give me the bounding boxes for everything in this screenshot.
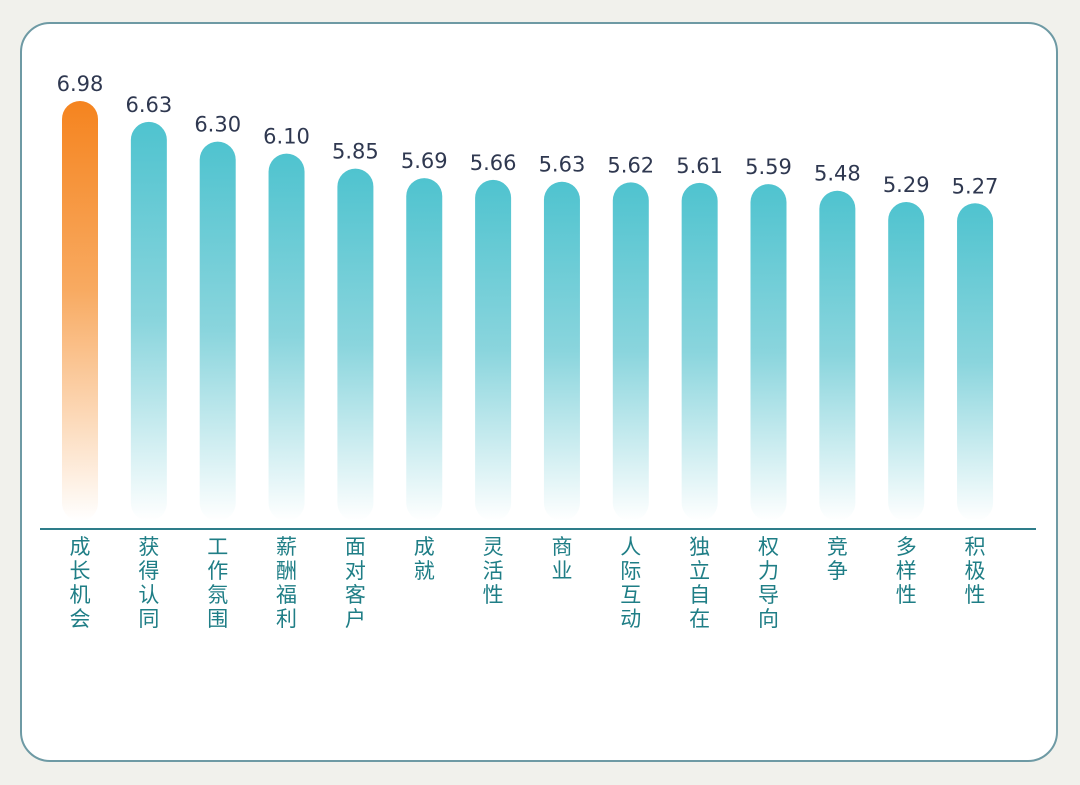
value-label-13: 5.29 <box>883 173 930 197</box>
bar-8 <box>543 181 580 522</box>
category-label-13: 多样性 <box>896 535 917 607</box>
category-label-11: 权力导向 <box>758 535 779 631</box>
category-label-10: 独立自在 <box>689 535 710 631</box>
bar-13 <box>888 202 925 521</box>
category-label-6: 成就 <box>414 535 435 583</box>
category-label-12: 竞争 <box>827 535 848 583</box>
category-label-7: 灵活性 <box>483 535 504 607</box>
category-label-3: 工作氛围 <box>207 535 228 631</box>
category-label-5: 面对客户 <box>345 535 366 631</box>
value-label-3: 6.30 <box>194 113 241 137</box>
value-label-8: 5.63 <box>539 153 586 177</box>
value-label-6: 5.69 <box>401 149 448 173</box>
category-label-14: 积极性 <box>965 535 986 607</box>
bar-4 <box>268 153 305 521</box>
bar-9 <box>612 182 649 521</box>
bar-3 <box>199 141 236 521</box>
bar-chart: 6.98 成长机会 6.63 获得认同 6.30 工作氛围 6.10 薪酬福利 5.85 面对客户… <box>40 72 1036 631</box>
bar-2 <box>130 121 167 522</box>
bar-1 <box>62 101 98 521</box>
bar-10 <box>681 182 718 521</box>
value-label-5: 5.85 <box>332 140 379 164</box>
bar-7 <box>475 179 512 521</box>
bar-12 <box>819 190 856 521</box>
bar-5 <box>337 168 374 521</box>
bar-14 <box>957 203 994 521</box>
value-label-7: 5.66 <box>470 151 517 175</box>
value-label-14: 5.27 <box>952 174 999 198</box>
value-label-12: 5.48 <box>814 162 861 186</box>
value-label-1: 6.98 <box>57 72 104 96</box>
category-label-9: 人际互动 <box>620 535 641 631</box>
category-label-2: 获得认同 <box>138 535 159 631</box>
value-label-9: 5.62 <box>607 153 654 177</box>
value-label-4: 6.10 <box>263 125 310 149</box>
category-label-8: 商业 <box>551 535 572 583</box>
value-label-11: 5.59 <box>745 155 792 179</box>
category-label-4: 薪酬福利 <box>276 535 297 631</box>
chart-card: 6.98 成长机会 6.63 获得认同 6.30 工作氛围 6.10 薪酬福利 5.85 面对客户… <box>20 22 1058 762</box>
bar-11 <box>750 184 787 521</box>
category-label-1: 成长机会 <box>70 535 91 631</box>
value-label-10: 5.61 <box>676 154 723 178</box>
bar-6 <box>406 178 443 521</box>
value-label-2: 6.63 <box>125 93 172 117</box>
